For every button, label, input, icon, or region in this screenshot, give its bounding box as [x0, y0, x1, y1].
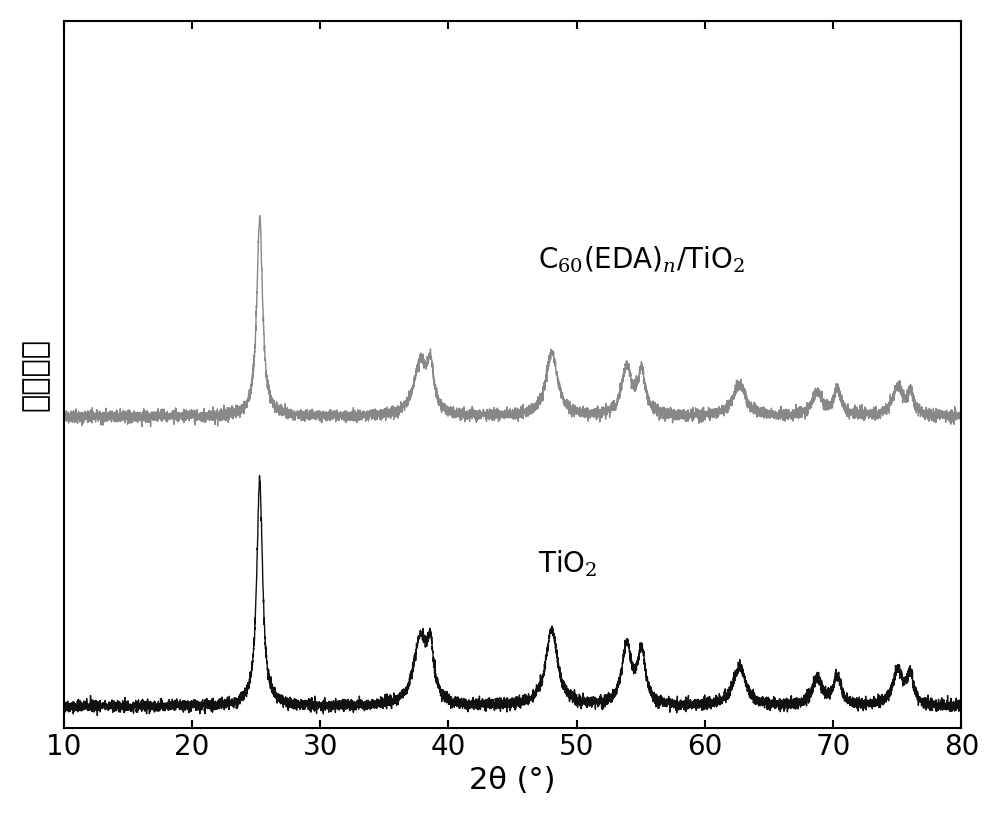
Text: TiO$_2$: TiO$_2$ — [538, 548, 598, 579]
Y-axis label: 衍射强度: 衍射强度 — [21, 338, 50, 410]
Text: C$_{60}$(EDA)$_n$/TiO$_2$: C$_{60}$(EDA)$_n$/TiO$_2$ — [538, 244, 745, 275]
X-axis label: 2θ (°): 2θ (°) — [469, 766, 556, 795]
